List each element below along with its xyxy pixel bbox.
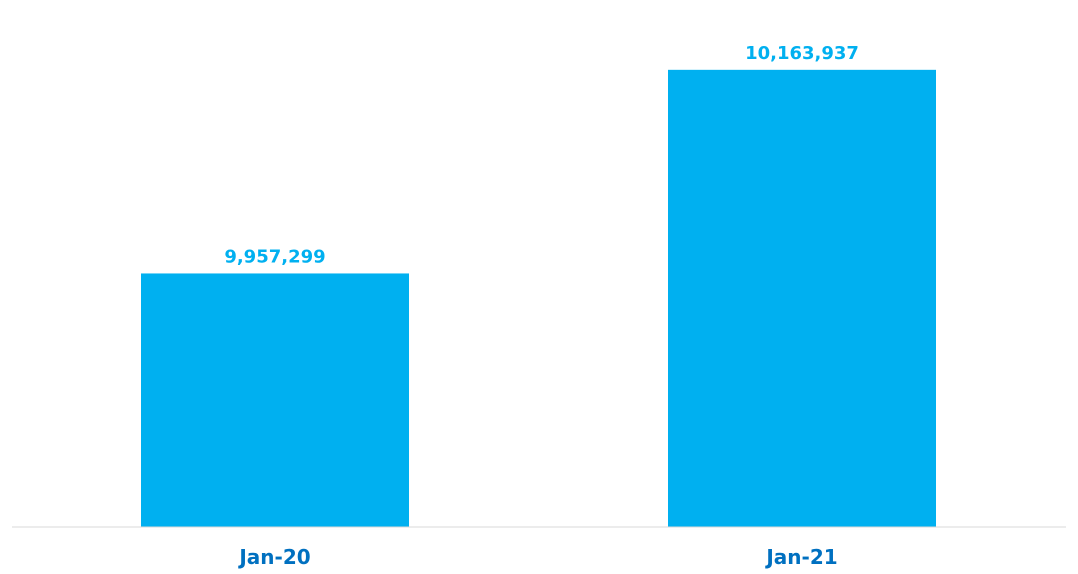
category-label-jan-20: Jan-20 [237, 545, 310, 569]
value-labels: 9,957,299 10,163,937 [224, 43, 859, 268]
category-label-jan-21: Jan-21 [764, 545, 837, 569]
bar-jan-20 [141, 273, 409, 527]
bars [141, 69, 936, 528]
category-labels: Jan-20 Jan-21 [237, 545, 837, 569]
bar-jan-21 [668, 69, 936, 528]
value-label-jan-20: 9,957,299 [224, 246, 325, 267]
value-label-jan-21: 10,163,937 [745, 43, 859, 64]
